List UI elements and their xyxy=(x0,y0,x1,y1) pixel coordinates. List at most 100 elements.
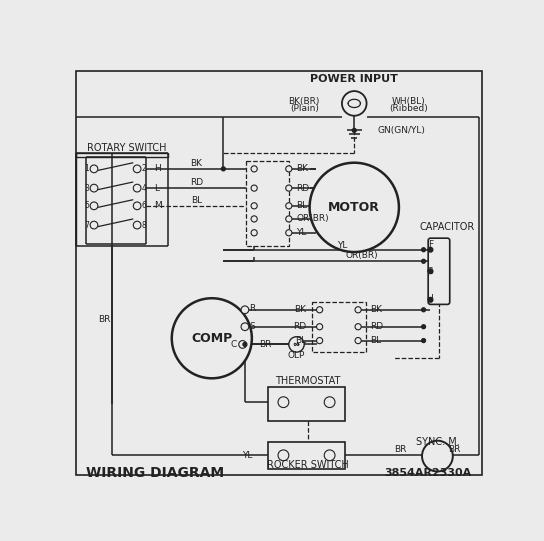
Circle shape xyxy=(422,325,425,328)
Text: ROTARY SWITCH: ROTARY SWITCH xyxy=(88,143,167,153)
Text: BL: BL xyxy=(295,336,306,345)
Text: 7: 7 xyxy=(84,221,89,229)
Text: C: C xyxy=(426,267,433,276)
Text: M: M xyxy=(154,201,162,210)
Text: RD: RD xyxy=(293,322,306,331)
Circle shape xyxy=(241,306,249,314)
Text: 3854AR2330A: 3854AR2330A xyxy=(384,468,471,478)
Circle shape xyxy=(422,339,425,342)
Text: H: H xyxy=(426,294,433,303)
Circle shape xyxy=(428,269,433,274)
Circle shape xyxy=(133,221,141,229)
Circle shape xyxy=(251,230,257,236)
Circle shape xyxy=(251,203,257,209)
Circle shape xyxy=(251,185,257,191)
Circle shape xyxy=(243,342,247,346)
Text: BL: BL xyxy=(191,196,202,205)
Text: BK: BK xyxy=(370,305,382,314)
Text: 6: 6 xyxy=(142,201,147,210)
Circle shape xyxy=(239,341,246,348)
Text: BK: BK xyxy=(190,159,202,168)
Text: RD: RD xyxy=(370,322,383,331)
Circle shape xyxy=(133,202,141,210)
Circle shape xyxy=(429,298,432,302)
Text: YL: YL xyxy=(337,241,348,249)
Circle shape xyxy=(286,216,292,222)
Circle shape xyxy=(428,247,433,252)
Text: H: H xyxy=(154,164,161,173)
Text: BR: BR xyxy=(448,445,461,454)
Circle shape xyxy=(286,230,292,236)
Bar xyxy=(268,387,345,421)
Circle shape xyxy=(221,167,225,171)
Text: BK(BR): BK(BR) xyxy=(288,97,320,107)
Circle shape xyxy=(355,338,361,344)
Text: C: C xyxy=(231,340,237,349)
Circle shape xyxy=(317,324,323,330)
Bar xyxy=(268,442,345,469)
Text: 8: 8 xyxy=(142,221,146,229)
Circle shape xyxy=(90,184,98,192)
Bar xyxy=(312,302,366,352)
Circle shape xyxy=(278,397,289,407)
Circle shape xyxy=(317,307,323,313)
Circle shape xyxy=(353,128,356,133)
Text: WH(BL): WH(BL) xyxy=(391,97,425,107)
Text: R: R xyxy=(250,304,256,313)
Circle shape xyxy=(324,450,335,461)
Circle shape xyxy=(324,397,335,407)
Text: 3: 3 xyxy=(84,183,89,193)
Circle shape xyxy=(286,166,292,172)
Text: RD: RD xyxy=(190,178,203,187)
Text: RD: RD xyxy=(296,183,310,193)
Text: YL: YL xyxy=(296,228,307,237)
Text: GN(GN/YL): GN(GN/YL) xyxy=(378,126,425,135)
Text: L: L xyxy=(154,183,159,193)
Circle shape xyxy=(422,248,425,252)
Circle shape xyxy=(286,185,292,191)
Text: BL: BL xyxy=(296,201,308,210)
Text: CAPACITOR: CAPACITOR xyxy=(419,222,474,232)
Circle shape xyxy=(90,221,98,229)
Circle shape xyxy=(317,338,323,344)
Text: 5: 5 xyxy=(84,201,89,210)
Circle shape xyxy=(172,298,252,378)
Text: ROCKER SWITCH: ROCKER SWITCH xyxy=(267,460,349,470)
Circle shape xyxy=(90,202,98,210)
Circle shape xyxy=(286,203,292,209)
Bar xyxy=(246,161,289,246)
Text: OLP: OLP xyxy=(288,351,305,360)
Circle shape xyxy=(355,307,361,313)
Text: OR(BR): OR(BR) xyxy=(296,214,329,223)
Circle shape xyxy=(133,165,141,173)
Text: BR: BR xyxy=(259,340,272,349)
Circle shape xyxy=(428,298,433,302)
Text: BK: BK xyxy=(296,164,308,173)
Circle shape xyxy=(133,184,141,192)
Text: 2: 2 xyxy=(142,164,146,173)
Bar xyxy=(76,154,168,157)
Circle shape xyxy=(90,165,98,173)
Text: OR(BR): OR(BR) xyxy=(345,252,378,260)
Text: S: S xyxy=(250,322,255,331)
Circle shape xyxy=(278,450,289,461)
Text: BK: BK xyxy=(294,305,306,314)
Circle shape xyxy=(251,216,257,222)
Circle shape xyxy=(310,163,399,252)
Circle shape xyxy=(422,308,425,312)
Text: SYNC. M.: SYNC. M. xyxy=(416,437,459,447)
Text: WIRING DIAGRAM: WIRING DIAGRAM xyxy=(86,466,225,480)
Circle shape xyxy=(251,166,257,172)
Bar xyxy=(112,281,435,407)
Circle shape xyxy=(422,441,453,471)
Circle shape xyxy=(429,269,432,273)
Circle shape xyxy=(422,259,425,263)
FancyBboxPatch shape xyxy=(428,238,450,305)
Text: 4: 4 xyxy=(142,183,147,193)
Text: BL: BL xyxy=(370,336,381,345)
Text: (Ribbed): (Ribbed) xyxy=(389,104,428,113)
Text: THERMOSTAT: THERMOSTAT xyxy=(275,375,341,386)
Text: (Plain): (Plain) xyxy=(290,104,319,113)
Text: BR: BR xyxy=(98,314,111,324)
Text: COMP: COMP xyxy=(191,332,232,345)
